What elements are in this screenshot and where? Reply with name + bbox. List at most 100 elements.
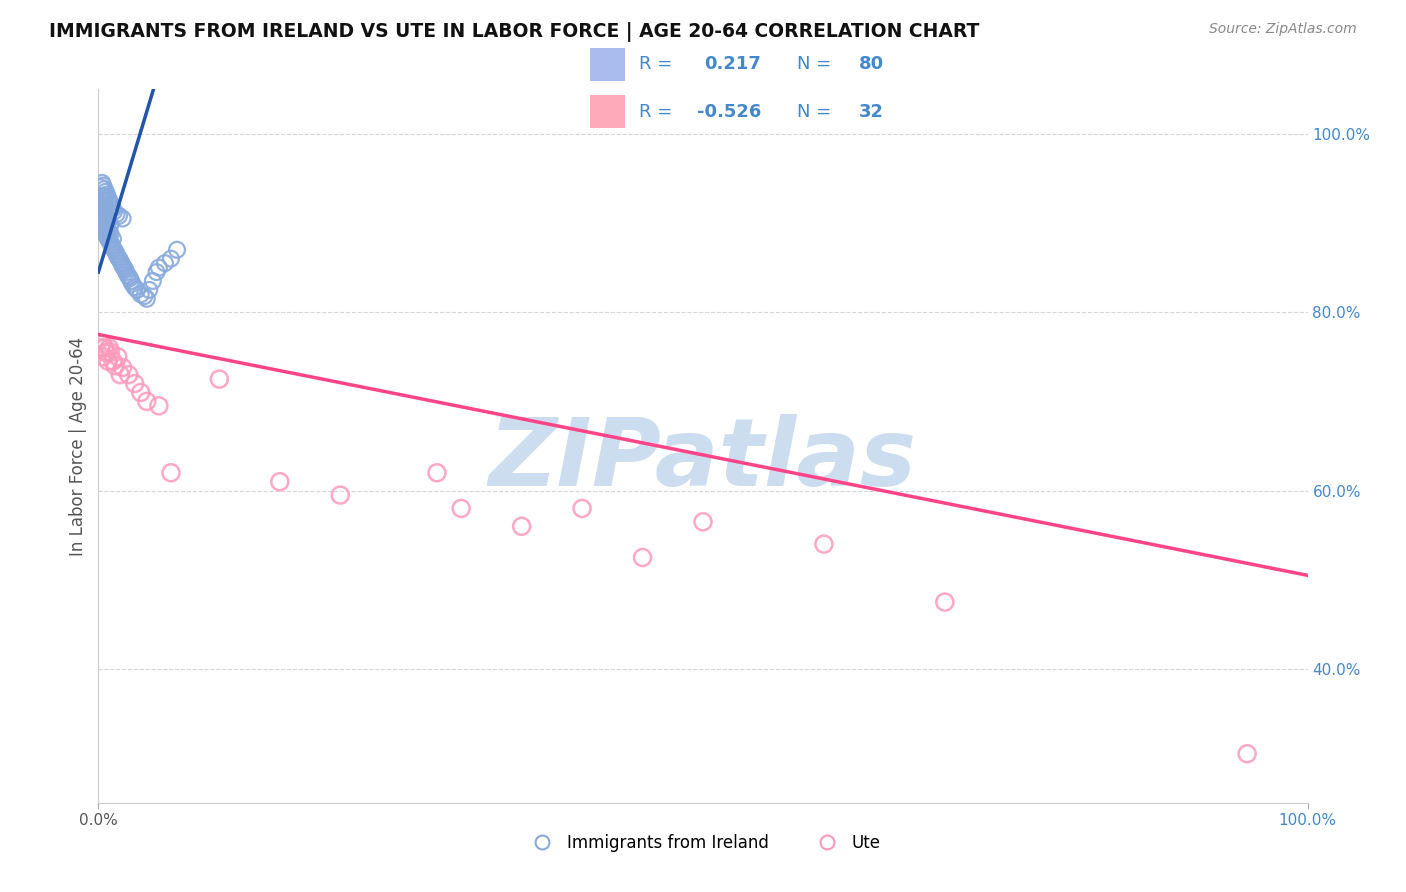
Point [129, 287, 152, 301]
Point [110, 256, 132, 270]
Point [108, 253, 131, 268]
Point [813, 537, 835, 551]
Point [142, 274, 165, 288]
Point [91, 189, 114, 203]
Text: 0.217: 0.217 [704, 55, 761, 73]
Point [89, 207, 111, 221]
Point [120, 274, 142, 288]
Point [145, 265, 167, 279]
Point [104, 244, 127, 259]
Point [124, 376, 146, 391]
Point [135, 394, 157, 409]
Text: -0.526: -0.526 [697, 103, 762, 120]
Point [90, 180, 112, 194]
Point [98, 341, 121, 355]
Point [100, 227, 122, 241]
Point [93, 216, 115, 230]
Point [426, 466, 449, 480]
Point [91, 194, 114, 208]
Point [100, 199, 122, 213]
Point [100, 238, 122, 252]
Point [100, 235, 122, 250]
Point [631, 550, 654, 565]
Point [94, 209, 117, 223]
Point [107, 350, 129, 364]
Point [160, 252, 183, 266]
Point [108, 252, 131, 266]
Point [115, 265, 138, 279]
Point [104, 359, 127, 373]
Point [91, 176, 114, 190]
Point [96, 220, 118, 235]
Point [101, 354, 124, 368]
Point [108, 209, 131, 223]
Point [112, 260, 135, 275]
Point [93, 341, 115, 355]
Text: N =: N = [797, 55, 831, 73]
Point [101, 232, 124, 246]
Point [94, 200, 117, 214]
Point [118, 271, 141, 285]
Point [105, 247, 128, 261]
Point [94, 218, 117, 232]
Text: ZIPatlas: ZIPatlas [489, 414, 917, 507]
Point [121, 277, 143, 291]
Text: R =: R = [638, 103, 672, 120]
Point [89, 216, 111, 230]
Text: Source: ZipAtlas.com: Source: ZipAtlas.com [1209, 22, 1357, 37]
Point [91, 211, 114, 226]
Point [90, 211, 112, 226]
Point [103, 204, 125, 219]
Point [101, 241, 124, 255]
Point [93, 225, 115, 239]
Y-axis label: In Labor Force | Age 20-64: In Labor Force | Age 20-64 [69, 336, 87, 556]
Point [208, 372, 231, 386]
Point [153, 256, 176, 270]
Point [91, 178, 114, 193]
Point [160, 466, 183, 480]
Point [97, 223, 120, 237]
Point [90, 202, 112, 217]
Point [100, 196, 122, 211]
Point [91, 198, 114, 212]
Point [118, 368, 141, 382]
Point [148, 399, 170, 413]
Point [93, 189, 115, 203]
Point [91, 205, 114, 219]
Text: 80: 80 [859, 55, 884, 73]
Point [91, 336, 114, 351]
Point [166, 243, 188, 257]
Point [97, 232, 120, 246]
Point [118, 269, 141, 284]
Point [269, 475, 291, 489]
Point [94, 185, 117, 199]
Point [98, 225, 121, 239]
Point [111, 211, 134, 226]
Text: 32: 32 [859, 103, 884, 120]
Point [97, 191, 120, 205]
Point [96, 229, 118, 244]
Point [135, 292, 157, 306]
Point [138, 283, 160, 297]
Point [100, 345, 122, 359]
Point [148, 260, 170, 275]
Point [96, 187, 118, 202]
Point [93, 207, 115, 221]
Point [111, 259, 134, 273]
Point [97, 354, 120, 368]
Point [93, 198, 115, 212]
FancyBboxPatch shape [591, 48, 624, 81]
Text: IMMIGRANTS FROM IRELAND VS UTE IN LABOR FORCE | AGE 20-64 CORRELATION CHART: IMMIGRANTS FROM IRELAND VS UTE IN LABOR … [49, 22, 980, 42]
Point [89, 198, 111, 212]
Point [134, 289, 156, 303]
Point [111, 360, 134, 375]
FancyBboxPatch shape [591, 95, 624, 128]
Point [96, 211, 118, 226]
Point [1236, 747, 1258, 761]
Point [510, 519, 533, 533]
Point [117, 268, 139, 282]
Point [124, 280, 146, 294]
Text: R =: R = [638, 55, 672, 73]
Point [105, 207, 128, 221]
Point [90, 194, 112, 208]
